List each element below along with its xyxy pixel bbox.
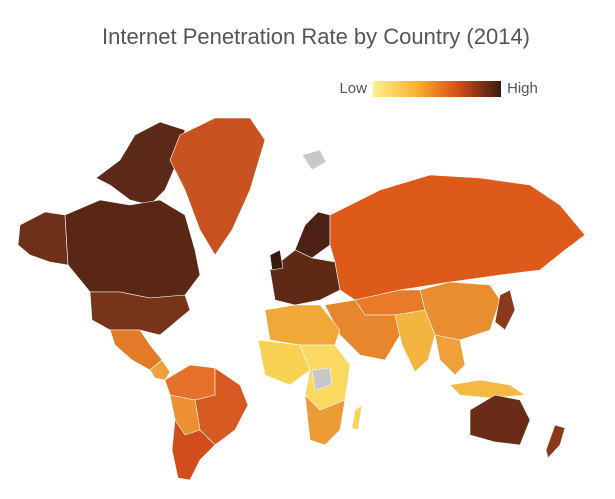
greenland	[169, 117, 266, 256]
mexico	[109, 329, 163, 371]
legend-high: High	[507, 80, 538, 97]
australia	[469, 394, 531, 446]
new-zealand	[545, 424, 566, 459]
russia	[329, 174, 586, 301]
southeast-asia	[434, 334, 466, 376]
india	[394, 309, 436, 373]
countries	[17, 117, 586, 481]
central-america	[149, 359, 171, 381]
scandinavia	[294, 211, 331, 259]
map-title: Internet Penetration Rate by Country (20…	[102, 24, 530, 49]
argentina-chile	[171, 419, 216, 481]
west-africa	[257, 339, 311, 386]
north-africa	[264, 304, 341, 346]
alaska	[17, 211, 69, 266]
japan	[494, 289, 516, 331]
madagascar	[351, 404, 363, 431]
uk	[269, 249, 284, 271]
usa	[89, 291, 191, 336]
legend-low: Low	[339, 80, 367, 97]
no-data	[311, 367, 333, 391]
canada	[64, 199, 201, 299]
svalbard	[301, 149, 327, 171]
legend-scale	[373, 81, 501, 97]
southern-africa	[304, 394, 346, 446]
colombia-venezuela	[164, 364, 216, 401]
indonesia	[449, 379, 526, 399]
